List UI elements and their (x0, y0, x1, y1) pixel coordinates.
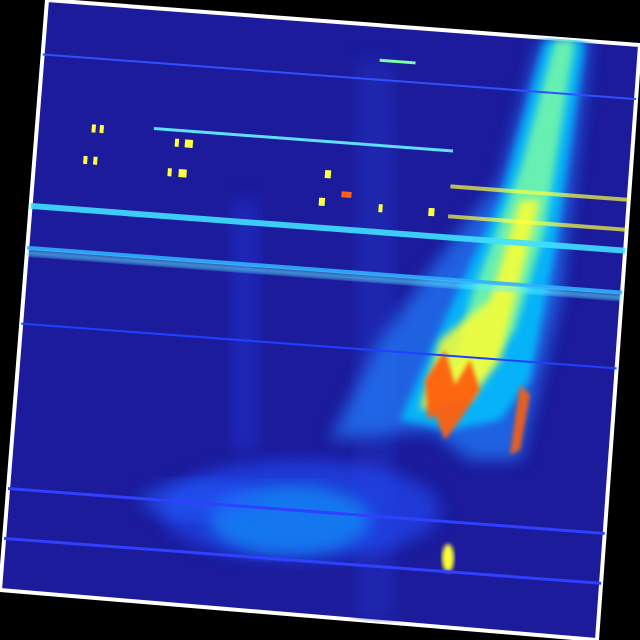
dot-markers (83, 124, 640, 234)
heatmap-content (0, 40, 640, 620)
